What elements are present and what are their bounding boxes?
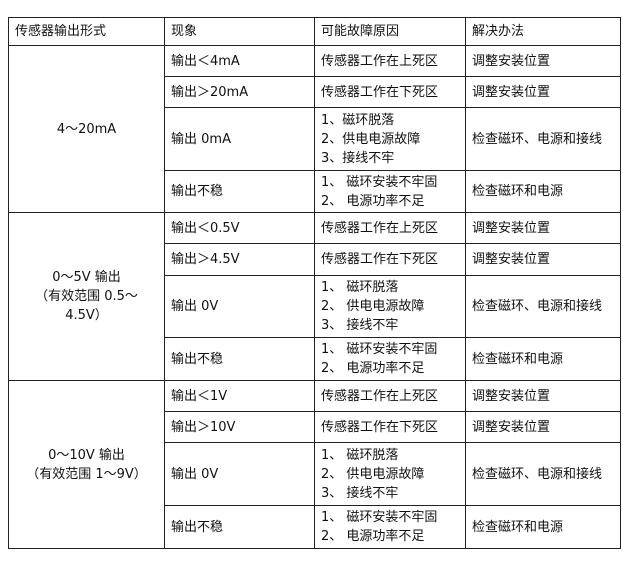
output-type-line: 4～20mA [56,121,117,137]
table-row: 输出不稳 1、 磁环安装不牢固 2、 电源功率不足 检查磁环和电源 [9,505,621,549]
cause-line: 2、 电源功率不足 [321,529,425,544]
table-row: 输出＞10V 传感器工作在下死区 调整安装位置 [9,411,621,443]
cause-line: 传感器工作在上死区 [321,220,439,236]
symptom-cell: 输出＜1V [164,380,315,412]
symptom-cell: 输出不稳 [164,337,315,381]
output-type-cell: 0～10V 输出 （有效范围 1～9V） [8,380,165,549]
solution-cell: 检查磁环和电源 [465,337,621,381]
cause-line: 1、 磁环安装不牢固 [321,342,438,357]
fault-table: 传感器输出形式 现象 可能故障原因 解决办法 4～20mA 输出＜4mA 传感器工作… [8,17,621,549]
solution-cell: 调整安装位置 [465,411,621,443]
symptom-cell: 输出不稳 [164,170,315,213]
cause-cell: 传感器工作在上死区 [314,45,466,77]
cause-cell: 传感器工作在上死区 [314,380,466,412]
cause-cell: 1、磁环脱落 2、供电电源故障 3、接线不牢 [314,107,466,171]
output-type-cell: 0～5V 输出 （有效范围 0.5～ 4.5V） [8,212,165,381]
cause-line: 2、 供电电源故障 [321,466,425,482]
symptom-cell: 输出＞4.5V [164,243,315,276]
output-type-cell: 4～20mA [8,45,165,213]
table-row: 0～5V 输出 （有效范围 0.5～ 4.5V） 输出＜0.5V 传感器工作在上死区 调整… [8,212,621,381]
symptom-cell: 输出 0mA [164,107,315,171]
cause-line: 1、 磁环安装不牢固 [321,174,438,190]
output-type-line: 0～5V 输出 [52,270,121,285]
output-type-line: （有效范围 0.5～ [35,289,138,304]
solution-cell: 检查磁环和电源 [465,170,621,213]
cause-line: 1、 磁环脱落 [321,280,399,295]
solution-cell: 调整安装位置 [465,212,621,244]
solution-cell: 调整安装位置 [465,380,621,412]
header-symptom: 现象 [164,17,315,46]
symptom-cell: 输出 0V [164,442,315,506]
symptom-cell: 输出＜4mA [164,45,315,77]
cause-line: 2、 电源功率不足 [321,193,425,209]
cause-cell: 传感器工作在下死区 [314,411,466,443]
table-row: 输出＞4.5V 传感器工作在下死区 调整安装位置 [9,243,621,276]
cause-line: 传感器工作在上死区 [321,53,439,69]
cause-line: 1、 磁环安装不牢固 [321,510,438,525]
cause-line: 传感器工作在上死区 [321,388,439,404]
table-row: 0～10V 输出 （有效范围 1～9V） 输出＜1V 传感器工作在上死区 调整安装位置 [8,380,621,549]
cause-line: 1、 磁环脱落 [321,447,399,463]
table-row: 输出＞20mA 传感器工作在下死区 调整安装位置 [9,76,621,108]
table-row: 输出 0V 1、 磁环脱落 2、 供电电源故障 3、 接线不牢 检查磁环、电源和接线 [9,275,621,338]
table-row: 输出 0V 1、 磁环脱落 2、 供电电源故障 3、 接线不牢 检查磁环、电源和接线 [9,442,621,506]
cause-cell: 1、 磁环安装不牢固 2、 电源功率不足 [314,170,466,213]
solution-cell: 调整安装位置 [465,45,621,77]
cause-cell: 传感器工作在下死区 [314,76,466,108]
cause-line: 2、 电源功率不足 [321,361,425,376]
table-row: 输出不稳 1、 磁环安装不牢固 2、 电源功率不足 检查磁环和电源 [9,170,621,213]
cause-cell: 传感器工作在上死区 [314,212,466,244]
cause-line: 3、接线不牢 [321,150,395,166]
output-type-line: 0～10V 输出 [48,447,125,463]
solution-cell: 调整安装位置 [465,76,621,108]
output-type-line: （有效范围 1～9V） [26,466,147,482]
symptom-cell: 输出＞20mA [164,76,315,108]
header-cause: 可能故障原因 [314,17,466,46]
cause-line: 传感器工作在下死区 [321,84,439,100]
cause-line: 1、磁环脱落 [321,112,395,128]
cause-line: 传感器工作在下死区 [321,252,439,267]
table-row: 输出 0mA 1、磁环脱落 2、供电电源故障 3、接线不牢 检查磁环、电源和接线 [9,107,621,171]
solution-cell: 检查磁环和电源 [465,505,621,549]
symptom-cell: 输出＜0.5V [164,212,315,244]
solution-cell: 检查磁环、电源和接线 [465,442,621,506]
cause-cell: 1、 磁环脱落 2、 供电电源故障 3、 接线不牢 [314,442,466,506]
table-row: 4～20mA 输出＜4mA 传感器工作在上死区 调整安装位置 [8,45,621,213]
output-type-line: 4.5V） [65,308,108,323]
cause-line: 2、 供电电源故障 [321,299,425,314]
solution-cell: 检查磁环、电源和接线 [465,275,621,338]
cause-line: 3、 接线不牢 [321,318,399,333]
symptom-cell: 输出 0V [164,275,315,338]
cause-cell: 1、 磁环脱落 2、 供电电源故障 3、 接线不牢 [314,275,466,338]
solution-cell: 调整安装位置 [465,243,621,276]
solution-cell: 检查磁环、电源和接线 [465,107,621,171]
table-row: 输出不稳 1、 磁环安装不牢固 2、 电源功率不足 检查磁环和电源 [9,337,621,381]
header-output-type: 传感器输出形式 [8,17,165,46]
cause-cell: 1、 磁环安装不牢固 2、 电源功率不足 [314,337,466,381]
header-row: 传感器输出形式 现象 可能故障原因 解决办法 [8,17,621,46]
cause-line: 2、供电电源故障 [321,131,421,147]
cause-line: 3、 接线不牢 [321,485,399,501]
cause-line: 传感器工作在下死区 [321,419,439,435]
cause-cell: 1、 磁环安装不牢固 2、 电源功率不足 [314,505,466,549]
header-solution: 解决办法 [465,17,621,46]
cause-cell: 传感器工作在下死区 [314,243,466,276]
symptom-cell: 输出＞10V [164,411,315,443]
symptom-cell: 输出不稳 [164,505,315,549]
